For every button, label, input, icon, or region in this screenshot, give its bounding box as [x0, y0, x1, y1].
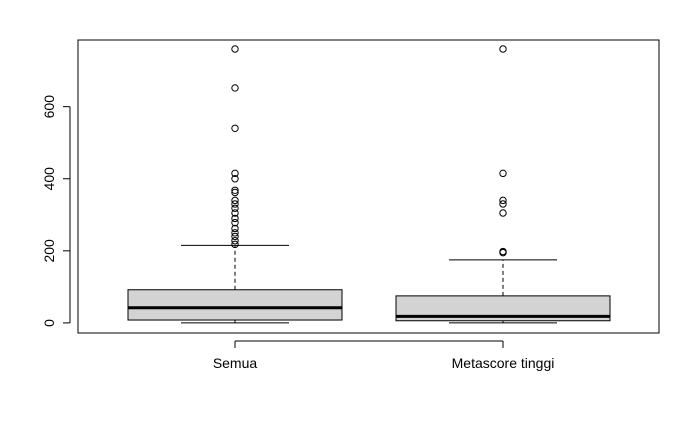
outlier-point	[231, 209, 239, 217]
outlier-point	[231, 196, 239, 205]
outlier-point	[231, 84, 239, 92]
outlier-point	[231, 240, 239, 249]
outlier-point	[499, 248, 507, 257]
outlier-point	[231, 224, 239, 233]
y-tick-label: 200	[41, 239, 57, 263]
y-axis: 0 200 400 600	[41, 95, 71, 327]
box-group	[395, 45, 611, 324]
outlier-point	[231, 175, 239, 183]
outlier-point	[231, 169, 239, 178]
outlier-point	[231, 45, 239, 53]
outlier-point	[231, 219, 239, 227]
outlier-point	[231, 186, 239, 194]
x-tick-label: Metascore tinggi	[452, 355, 555, 371]
y-tick-label: 0	[41, 319, 57, 327]
outlier-point	[231, 237, 239, 245]
outlier-point	[231, 200, 239, 208]
box-group	[127, 45, 343, 324]
outlier-point	[499, 169, 507, 178]
plot-frame	[77, 39, 660, 334]
y-tick-label: 400	[41, 167, 57, 191]
outlier-point	[499, 200, 507, 208]
box-iqr	[127, 289, 343, 321]
plot-marks	[127, 45, 611, 324]
outlier-point	[231, 229, 239, 237]
outlier-point	[499, 196, 507, 205]
outlier-point	[499, 45, 507, 53]
y-tick-label: 600	[41, 95, 57, 119]
outlier-point	[499, 209, 507, 217]
outlier-point	[231, 214, 239, 223]
outlier-point	[231, 204, 239, 213]
outlier-point	[231, 124, 239, 132]
outlier-point	[231, 188, 239, 197]
outlier-point	[231, 232, 239, 241]
x-axis: Semua Metascore tinggi	[213, 340, 555, 371]
x-tick-label: Semua	[213, 355, 258, 371]
